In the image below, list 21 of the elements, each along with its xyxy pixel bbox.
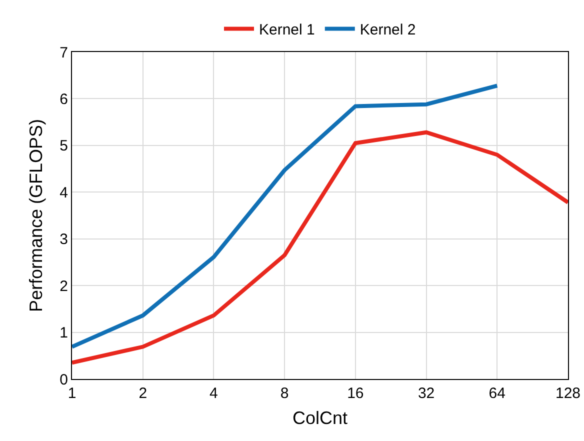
y-tick-label: 7: [60, 44, 68, 62]
x-tick-label: 128: [555, 385, 581, 402]
legend-label: Kernel 1: [259, 22, 315, 39]
x-tick-label: 2: [138, 385, 148, 402]
line-series: [72, 130, 568, 365]
x-tick-label: 4: [210, 385, 218, 402]
y-tick-label: 1: [60, 324, 68, 342]
x-tick-label: 8: [280, 385, 289, 402]
y-tick-label: 6: [60, 90, 68, 108]
y-tick-label: 5: [60, 138, 68, 155]
y-tick-label: 0: [60, 371, 68, 388]
y-tick-label: 4: [60, 184, 68, 202]
x-tick-label: 16: [347, 385, 364, 402]
y-tick-label: 2: [60, 278, 68, 295]
y-axis-title: Performance (GFLOPS): [26, 118, 46, 312]
x-tick-label: 32: [418, 385, 435, 402]
y-tick-label: 3: [60, 231, 68, 248]
x-tick-label: 64: [488, 385, 506, 402]
line-series: [72, 84, 500, 349]
legend-label: Kernel 2: [360, 22, 416, 39]
x-axis-title: ColCnt: [292, 408, 348, 428]
